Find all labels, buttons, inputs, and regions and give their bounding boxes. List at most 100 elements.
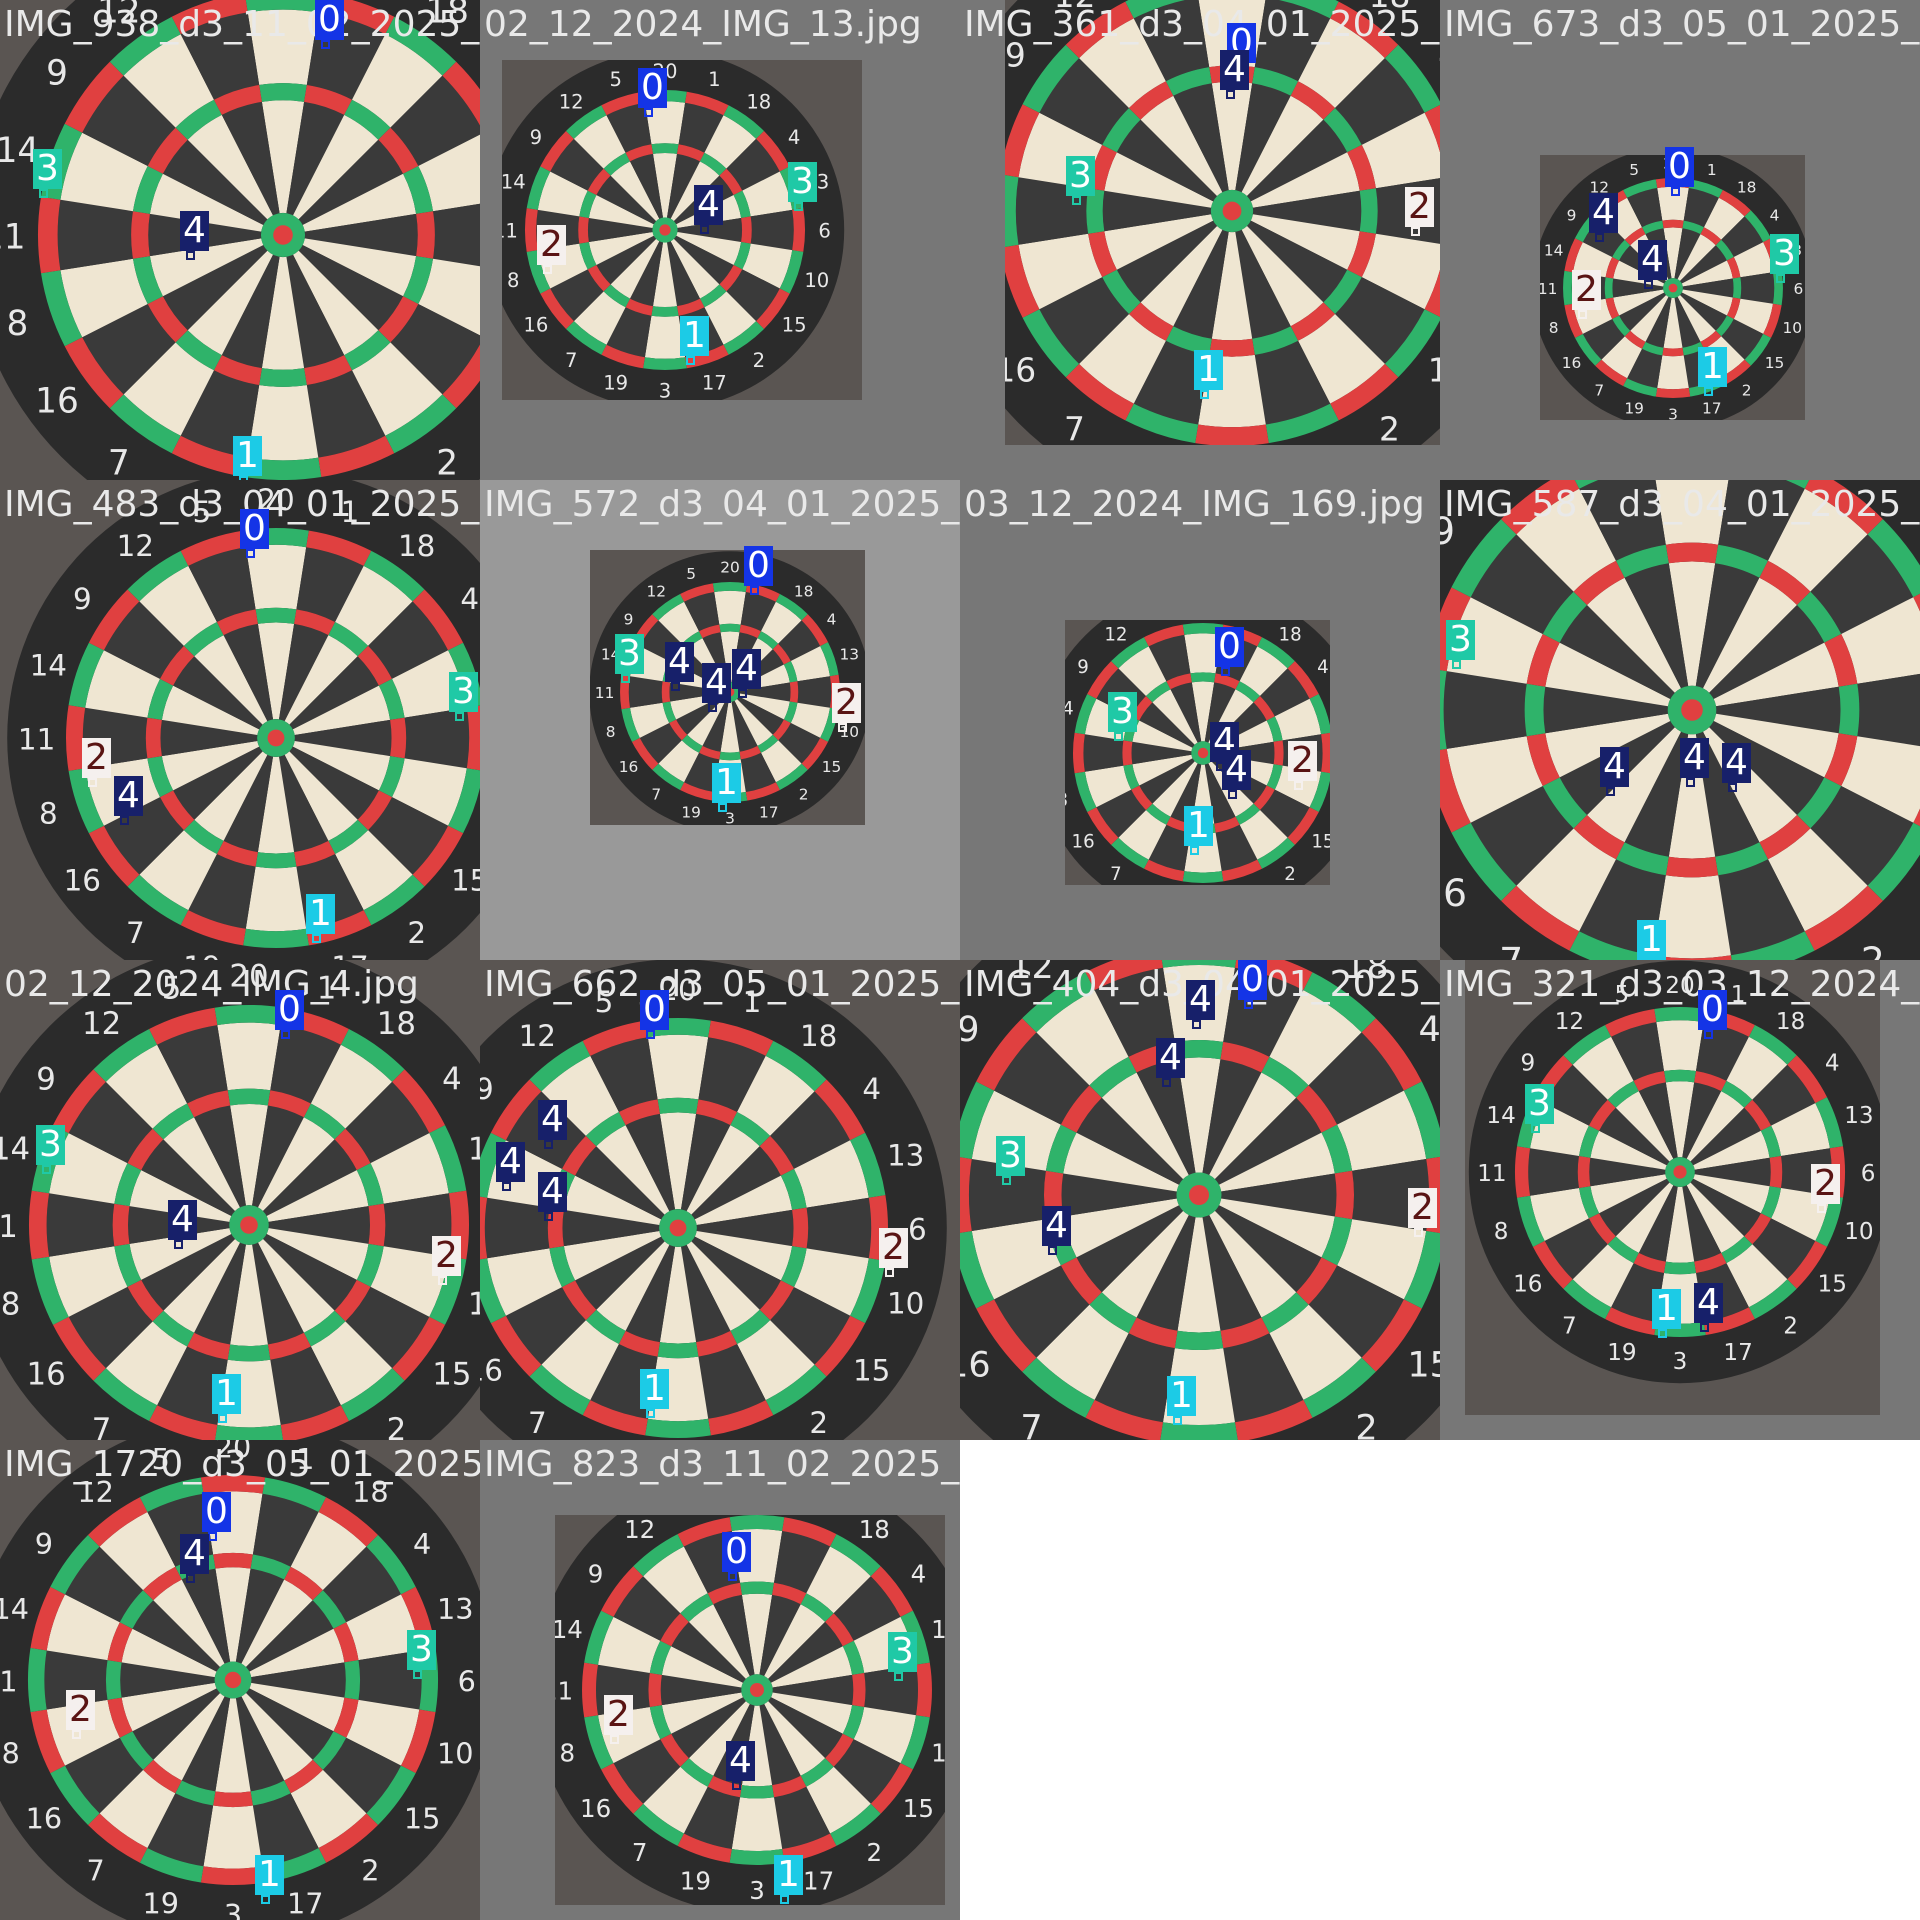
- detection-label-0: 0: [275, 990, 304, 1030]
- keypoint-box: [1192, 1020, 1201, 1029]
- svg-text:9: 9: [73, 582, 92, 616]
- image-filename: IMG_673_d3_05_01_2025_blue.jpg: [1444, 4, 1920, 45]
- svg-text:4: 4: [788, 126, 800, 149]
- svg-text:11: 11: [0, 1209, 18, 1245]
- svg-text:18: 18: [1344, 960, 1389, 987]
- svg-text:14: 14: [555, 1615, 583, 1644]
- detection-label-3: 3: [449, 672, 478, 712]
- svg-text:4: 4: [827, 610, 837, 628]
- keypoint-box: [1294, 781, 1303, 790]
- keypoint-box: [502, 1182, 511, 1191]
- svg-text:18: 18: [1369, 0, 1411, 15]
- detection-label-1: 1: [306, 894, 335, 934]
- detection-label-2: 2: [432, 1236, 461, 1276]
- svg-text:11: 11: [0, 218, 26, 258]
- svg-text:1: 1: [296, 1442, 314, 1476]
- svg-text:7: 7: [108, 443, 130, 480]
- detection-label-2: 2: [879, 1228, 908, 1268]
- svg-text:7: 7: [651, 786, 661, 804]
- svg-text:9: 9: [1567, 206, 1577, 224]
- svg-text:8: 8: [507, 269, 519, 292]
- svg-text:19: 19: [603, 372, 628, 395]
- detection-label-3: 3: [1066, 156, 1095, 196]
- detection-label-4: 4: [1600, 747, 1629, 787]
- keypoint-box: [646, 1030, 655, 1039]
- detection-label-3: 3: [615, 634, 644, 674]
- svg-text:7: 7: [632, 1838, 648, 1867]
- keypoint-box: [1671, 187, 1680, 196]
- detection-label-4: 4: [1186, 980, 1215, 1020]
- detection-label-1: 1: [1167, 1376, 1196, 1416]
- svg-text:10: 10: [468, 1287, 480, 1323]
- svg-text:12: 12: [559, 91, 584, 114]
- svg-text:17: 17: [287, 1887, 324, 1920]
- keypoint-box: [1414, 1228, 1423, 1237]
- svg-text:12: 12: [117, 529, 154, 563]
- svg-text:9: 9: [1440, 509, 1455, 553]
- svg-text:11: 11: [1477, 1161, 1506, 1187]
- detection-label-4: 4: [1694, 1283, 1723, 1323]
- keypoint-box: [671, 682, 680, 691]
- svg-text:14: 14: [1486, 1103, 1515, 1129]
- keypoint-box: [413, 1670, 422, 1679]
- svg-text:9: 9: [1077, 657, 1089, 678]
- svg-text:16: 16: [1005, 350, 1036, 389]
- svg-text:7: 7: [1499, 939, 1523, 960]
- svg-text:4: 4: [862, 1072, 881, 1106]
- svg-text:4: 4: [911, 1559, 927, 1588]
- svg-text:11: 11: [555, 1677, 573, 1706]
- keypoint-box: [281, 1030, 290, 1039]
- detection-label-0: 0: [1215, 627, 1244, 667]
- svg-text:19: 19: [1607, 1340, 1636, 1366]
- keypoint-box: [72, 1730, 81, 1739]
- svg-text:20: 20: [229, 960, 268, 994]
- keypoint-box: [894, 1672, 903, 1681]
- detection-label-2: 2: [1405, 187, 1434, 227]
- svg-text:12: 12: [519, 1019, 556, 1053]
- keypoint-box: [700, 225, 709, 234]
- svg-text:9: 9: [960, 1010, 980, 1050]
- svg-text:16: 16: [1072, 831, 1095, 852]
- svg-text:13: 13: [840, 645, 860, 663]
- keypoint-box: [1595, 233, 1604, 242]
- detection-label-1: 1: [212, 1374, 241, 1414]
- svg-text:8: 8: [560, 1738, 576, 1767]
- keypoint-box: [1228, 790, 1237, 799]
- svg-text:15: 15: [853, 1353, 890, 1387]
- svg-text:10: 10: [840, 723, 860, 741]
- mosaic-tile: 2011841361015217319716811149125IMG_938_d…: [0, 0, 480, 480]
- keypoint-box: [646, 1409, 655, 1418]
- svg-text:16: 16: [35, 382, 79, 422]
- svg-text:9: 9: [46, 53, 68, 93]
- svg-text:15: 15: [1818, 1272, 1847, 1298]
- detection-label-3: 3: [1446, 620, 1475, 660]
- svg-text:10: 10: [887, 1287, 924, 1321]
- detection-label-2: 2: [832, 683, 861, 723]
- mosaic-tile: 201184136101521731971681114912502_12_202…: [0, 960, 480, 1440]
- svg-text:1: 1: [743, 985, 762, 1019]
- keypoint-box: [1173, 1416, 1182, 1425]
- keypoint-box: [838, 723, 847, 732]
- keypoint-box: [1776, 274, 1785, 283]
- keypoint-box: [732, 1781, 741, 1790]
- svg-text:8: 8: [2, 1737, 20, 1771]
- keypoint-box: [1452, 660, 1461, 669]
- svg-text:15: 15: [404, 1802, 441, 1836]
- svg-text:5: 5: [686, 565, 696, 583]
- detection-label-2: 2: [66, 1690, 95, 1730]
- svg-text:9: 9: [530, 126, 542, 149]
- svg-text:3: 3: [224, 1898, 242, 1920]
- detection-label-4: 4: [694, 185, 723, 225]
- svg-text:2: 2: [407, 916, 426, 950]
- detection-label-1: 1: [1652, 1289, 1681, 1329]
- svg-text:15: 15: [432, 1357, 471, 1393]
- mosaic-tile: 2011841361015217319716811149125IMG_1720_…: [0, 1440, 480, 1920]
- svg-text:2: 2: [867, 1838, 883, 1867]
- detection-label-4: 4: [180, 1534, 209, 1574]
